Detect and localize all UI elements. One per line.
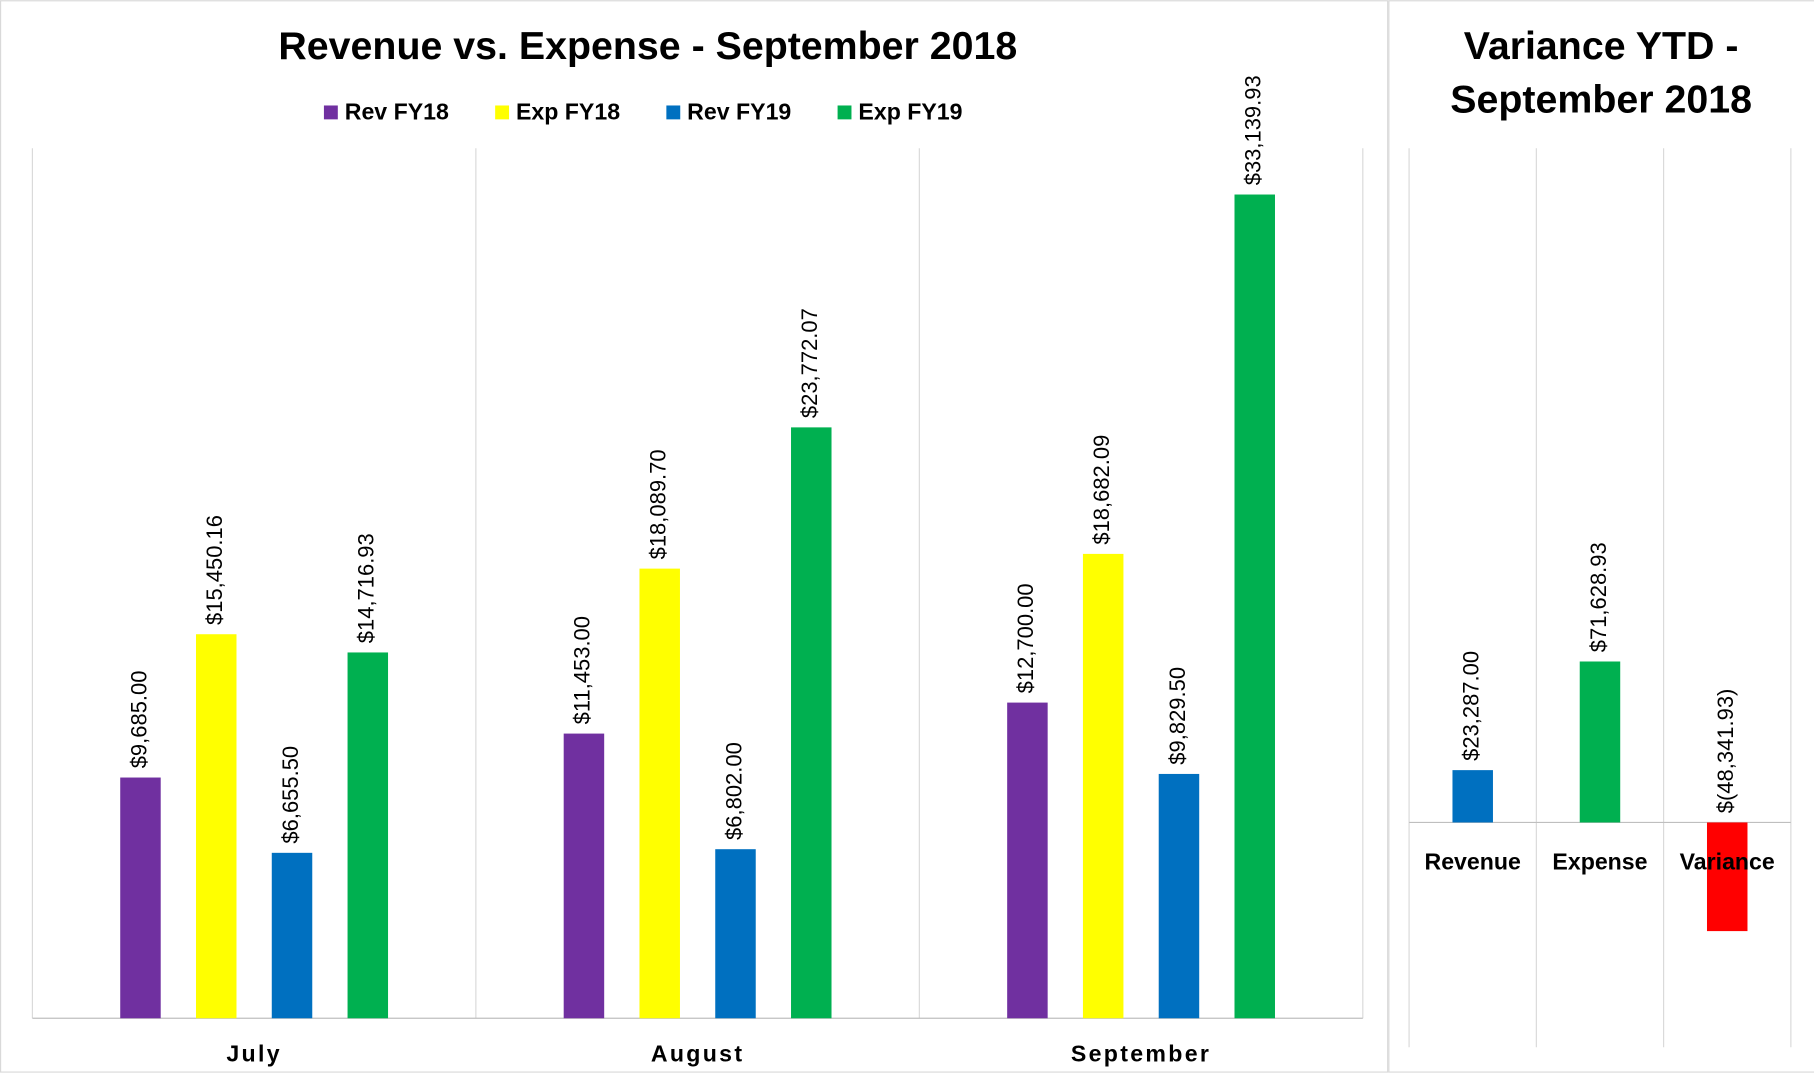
x-tick-label: Revenue	[1425, 848, 1522, 874]
x-tick-label: September	[1071, 1040, 1211, 1066]
data-label: $71,628.93	[1586, 542, 1611, 652]
bar	[1452, 770, 1493, 823]
bar	[1007, 702, 1048, 1019]
bar	[120, 777, 161, 1019]
legend-swatch	[837, 105, 852, 120]
bar	[347, 652, 389, 1019]
bar	[791, 427, 832, 1019]
data-label: $33,139.93	[1241, 75, 1266, 185]
legend-label: Exp FY18	[516, 99, 620, 125]
data-label: $6,655.50	[278, 746, 303, 844]
legend-label: Rev FY18	[345, 99, 449, 125]
x-tick-label: August	[651, 1040, 745, 1066]
x-tick-label: Expense	[1552, 848, 1647, 874]
data-label: $18,682.09	[1089, 435, 1114, 545]
data-label: $12,700.00	[1013, 583, 1038, 693]
bar	[1579, 661, 1621, 823]
bar	[1706, 822, 1748, 932]
bar	[639, 568, 680, 1019]
legend-swatch	[666, 105, 681, 120]
data-label: $23,287.00	[1459, 651, 1484, 761]
bar	[1082, 553, 1124, 1019]
bar	[271, 852, 313, 1019]
legend-label: Exp FY19	[858, 99, 962, 125]
chart-frame	[1388, 0, 1814, 1073]
chart-title: September 2018	[1450, 77, 1752, 121]
chart-title: Revenue vs. Expense - September 2018	[278, 24, 1017, 68]
data-label: $6,802.00	[721, 742, 746, 840]
data-label: $9,685.00	[126, 671, 151, 769]
data-label: $11,453.00	[570, 616, 595, 724]
data-label: $18,089.70	[646, 449, 671, 559]
legend-swatch	[323, 105, 338, 120]
data-label: $14,716.93	[354, 533, 379, 643]
bar	[195, 634, 237, 1019]
legend-swatch	[495, 105, 510, 120]
data-label: $(48,341.93)	[1713, 689, 1738, 814]
data-label: $23,772.07	[797, 308, 822, 418]
x-tick-label: July	[226, 1040, 282, 1066]
data-label: $9,829.50	[1165, 667, 1190, 765]
chart-title: Variance YTD -	[1464, 24, 1739, 68]
legend-label: Rev FY19	[687, 99, 791, 125]
bar	[563, 733, 605, 1019]
bar	[1234, 194, 1275, 1019]
bar	[1158, 773, 1200, 1019]
bar	[715, 849, 756, 1019]
x-tick-label: Variance	[1680, 848, 1775, 874]
data-label: $15,450.16	[202, 515, 227, 625]
